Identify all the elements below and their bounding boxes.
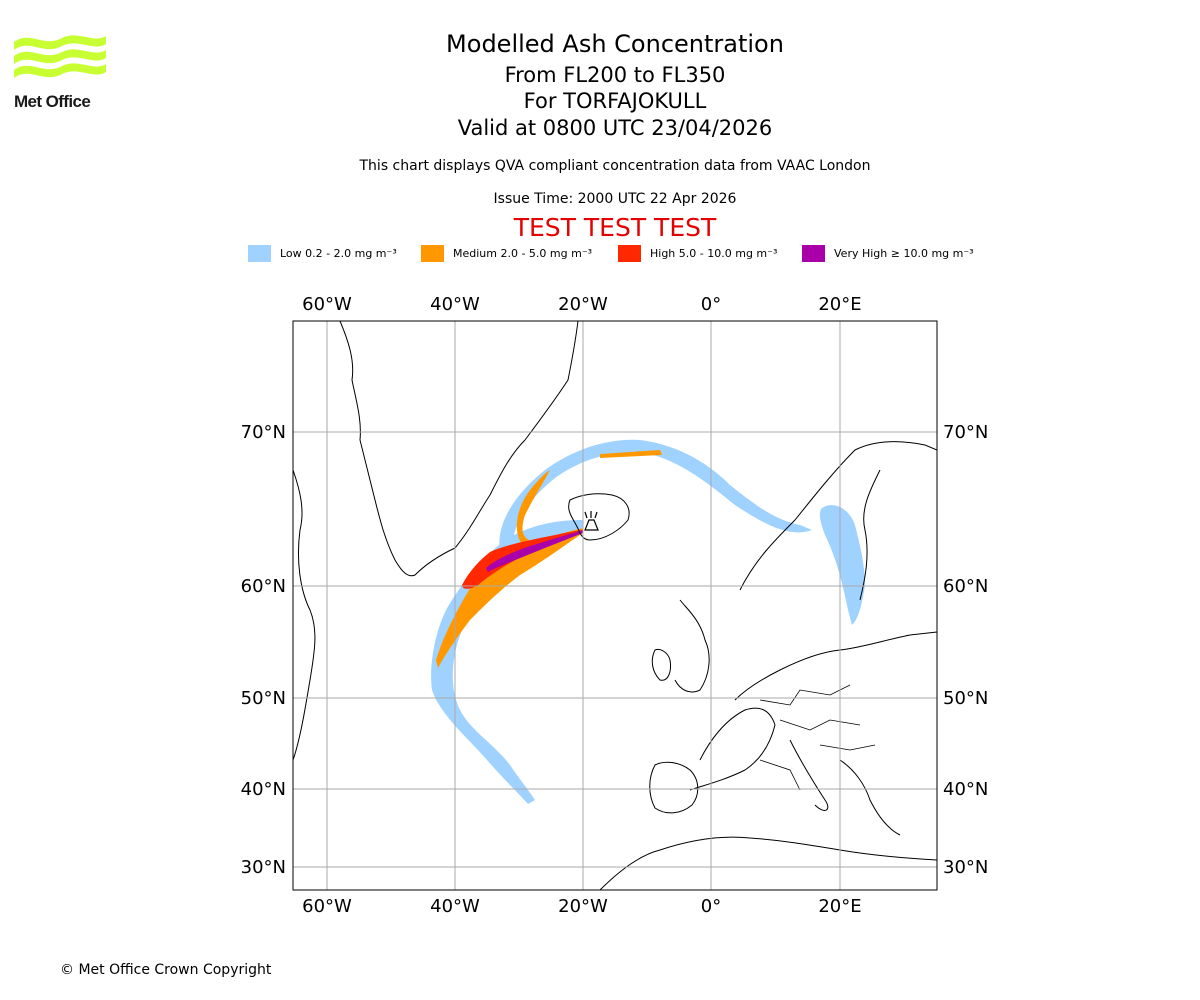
lon-label: 0° xyxy=(701,896,721,917)
copyright: © Met Office Crown Copyright xyxy=(60,962,272,978)
country-borders xyxy=(759,684,876,791)
lat-label: 40°N xyxy=(943,779,988,800)
lon-label: 20°W xyxy=(558,294,608,315)
coastlines xyxy=(293,321,937,890)
lat-label: 70°N xyxy=(943,422,988,443)
lat-labels-left: 70°N 60°N 50°N 40°N 30°N xyxy=(241,422,286,878)
flight-level-range: From FL200 to FL350 xyxy=(504,63,726,87)
legend-swatch-very-high xyxy=(802,245,825,262)
lon-label: 20°E xyxy=(818,294,861,315)
ash-low xyxy=(431,439,865,804)
graticule xyxy=(293,321,937,890)
volcano-name: For TORFAJOKULL xyxy=(523,89,707,113)
lat-label: 60°N xyxy=(241,576,286,597)
legend-swatch-high xyxy=(618,245,641,262)
lat-label: 70°N xyxy=(241,422,286,443)
ash-very-high xyxy=(486,530,583,572)
logo-text: Met Office xyxy=(14,92,91,111)
test-banner: TEST TEST TEST xyxy=(513,213,717,242)
lon-label: 20°W xyxy=(558,896,608,917)
legend-swatch-medium xyxy=(421,245,444,262)
issue-time: Issue Time: 2000 UTC 22 Apr 2026 xyxy=(493,191,737,207)
legend-label-high: High 5.0 - 10.0 mg m⁻³ xyxy=(650,247,778,260)
chart-description: This chart displays QVA compliant concen… xyxy=(359,158,871,174)
chart-title: Modelled Ash Concentration xyxy=(446,30,784,58)
legend-swatch-low xyxy=(248,245,271,262)
lat-labels-right: 70°N 60°N 50°N 40°N 30°N xyxy=(943,422,988,878)
met-office-logo-icon xyxy=(14,35,106,78)
lat-label: 30°N xyxy=(241,857,286,878)
ash-high xyxy=(462,530,583,589)
map-frame xyxy=(292,320,938,891)
lon-label: 60°W xyxy=(302,896,352,917)
legend-label-medium: Medium 2.0 - 5.0 mg m⁻³ xyxy=(453,247,593,260)
lat-label: 30°N xyxy=(943,857,988,878)
lat-label: 50°N xyxy=(241,688,286,709)
lat-label: 50°N xyxy=(943,688,988,709)
lon-label: 20°E xyxy=(818,896,861,917)
lat-label: 40°N xyxy=(241,779,286,800)
lon-label: 40°W xyxy=(430,294,480,315)
lon-label: 40°W xyxy=(430,896,480,917)
valid-time: Valid at 0800 UTC 23/04/2026 xyxy=(457,116,773,140)
lon-label: 60°W xyxy=(302,294,352,315)
lon-labels-bottom: 60°W 40°W 20°W 0° 20°E xyxy=(302,896,861,917)
lon-label: 0° xyxy=(701,294,721,315)
legend-label-low: Low 0.2 - 2.0 mg m⁻³ xyxy=(280,247,397,260)
lat-label: 60°N xyxy=(943,576,988,597)
lon-labels-top: 60°W 40°W 20°W 0° 20°E xyxy=(302,294,861,315)
volcano-icon xyxy=(584,511,599,531)
legend-label-very-high: Very High ≥ 10.0 mg m⁻³ xyxy=(834,247,974,260)
